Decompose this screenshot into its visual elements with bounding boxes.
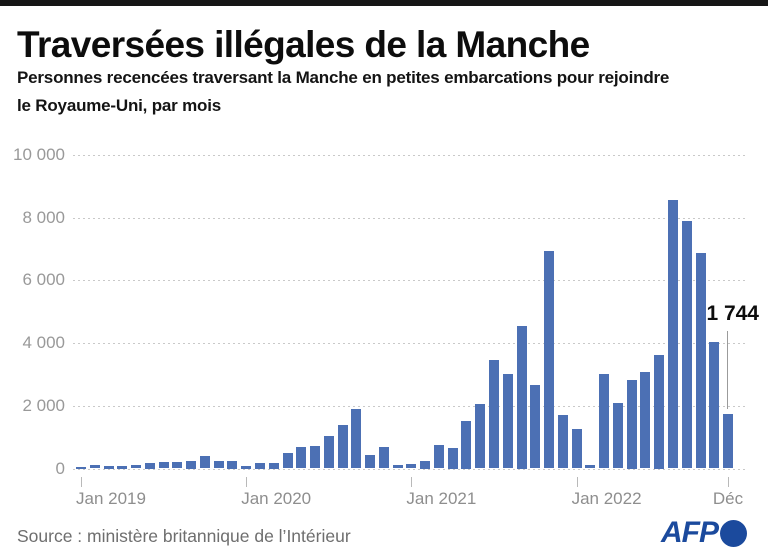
source-text: Source : ministère britannique de l’Inté… — [17, 526, 351, 546]
bar — [76, 466, 86, 469]
x-axis-label: Jan 2021 — [406, 489, 477, 508]
bar — [268, 463, 279, 469]
y-axis-label: 4 000 — [22, 333, 65, 353]
bar — [144, 462, 155, 469]
bar — [172, 461, 183, 469]
bar — [723, 413, 733, 469]
bar — [461, 420, 472, 469]
bar — [475, 403, 486, 469]
x-axis-tick — [728, 477, 729, 487]
gridline — [73, 343, 746, 345]
bar — [544, 250, 554, 469]
bar — [420, 460, 431, 469]
bar — [89, 465, 100, 469]
bar — [255, 463, 265, 469]
y-axis-label: 10 000 — [13, 145, 65, 164]
afp-logo-text: AFP — [661, 516, 719, 549]
bar — [241, 465, 252, 469]
y-axis-label: 0 — [55, 458, 65, 478]
bar — [681, 220, 692, 469]
x-axis-label: Jan 2020 — [241, 489, 312, 508]
bar — [117, 465, 128, 469]
bar — [571, 428, 582, 469]
bar — [406, 463, 417, 469]
bar — [199, 456, 210, 469]
x-axis-label: Déc — [712, 489, 744, 508]
chart-subtitle: Personnes recencées traversant la Manche… — [17, 64, 762, 120]
bar — [516, 325, 527, 469]
bar — [433, 444, 444, 469]
gridline — [73, 405, 746, 407]
bar — [489, 360, 499, 469]
bar — [695, 253, 706, 469]
bar — [392, 465, 403, 469]
bar — [654, 355, 665, 469]
bar — [378, 446, 389, 469]
bar — [530, 385, 541, 469]
bar — [158, 461, 169, 469]
bar — [296, 446, 307, 469]
bar — [365, 455, 376, 469]
gridline — [73, 468, 746, 470]
x-axis-tick — [81, 477, 82, 487]
subtitle-line-1: Personnes recencées traversant la Manche… — [17, 68, 670, 87]
gridline — [73, 155, 746, 156]
bar — [585, 465, 596, 469]
bar — [447, 447, 458, 469]
bar — [351, 408, 362, 469]
bar — [667, 199, 678, 469]
subtitle-line-2: le Royaume-Uni, par mois — [17, 96, 221, 115]
bar — [599, 374, 610, 469]
bar — [131, 464, 142, 469]
annotation-leader-line — [727, 331, 728, 409]
bar — [502, 374, 513, 469]
x-axis-tick — [576, 477, 578, 487]
bar — [103, 465, 114, 469]
y-axis-label: 8 000 — [22, 207, 65, 227]
top-accent-bar — [0, 0, 768, 6]
bar — [310, 445, 320, 469]
bar — [323, 435, 334, 469]
x-axis-tick — [411, 477, 413, 487]
bar — [282, 453, 293, 469]
afp-logo-circle-icon — [720, 519, 747, 547]
bar — [213, 461, 224, 469]
bar — [337, 424, 348, 469]
bar — [626, 379, 637, 469]
x-axis-label: Jan 2019 — [76, 489, 146, 508]
bar — [557, 414, 568, 469]
gridline — [73, 217, 746, 219]
bar — [186, 460, 197, 469]
x-axis-tick — [246, 477, 248, 487]
afp-logo: AFP — [661, 518, 747, 548]
bar — [227, 460, 238, 469]
y-axis-label: 2 000 — [22, 395, 65, 415]
bar — [709, 342, 720, 469]
bar — [640, 372, 651, 469]
page-title: Traversées illégales de la Manche — [17, 24, 590, 65]
annotation-value: 1 744 — [706, 302, 759, 325]
x-axis-label: Jan 2022 — [571, 489, 642, 508]
y-axis-label: 6 000 — [22, 270, 65, 290]
bar — [612, 403, 623, 469]
gridline — [73, 280, 746, 282]
